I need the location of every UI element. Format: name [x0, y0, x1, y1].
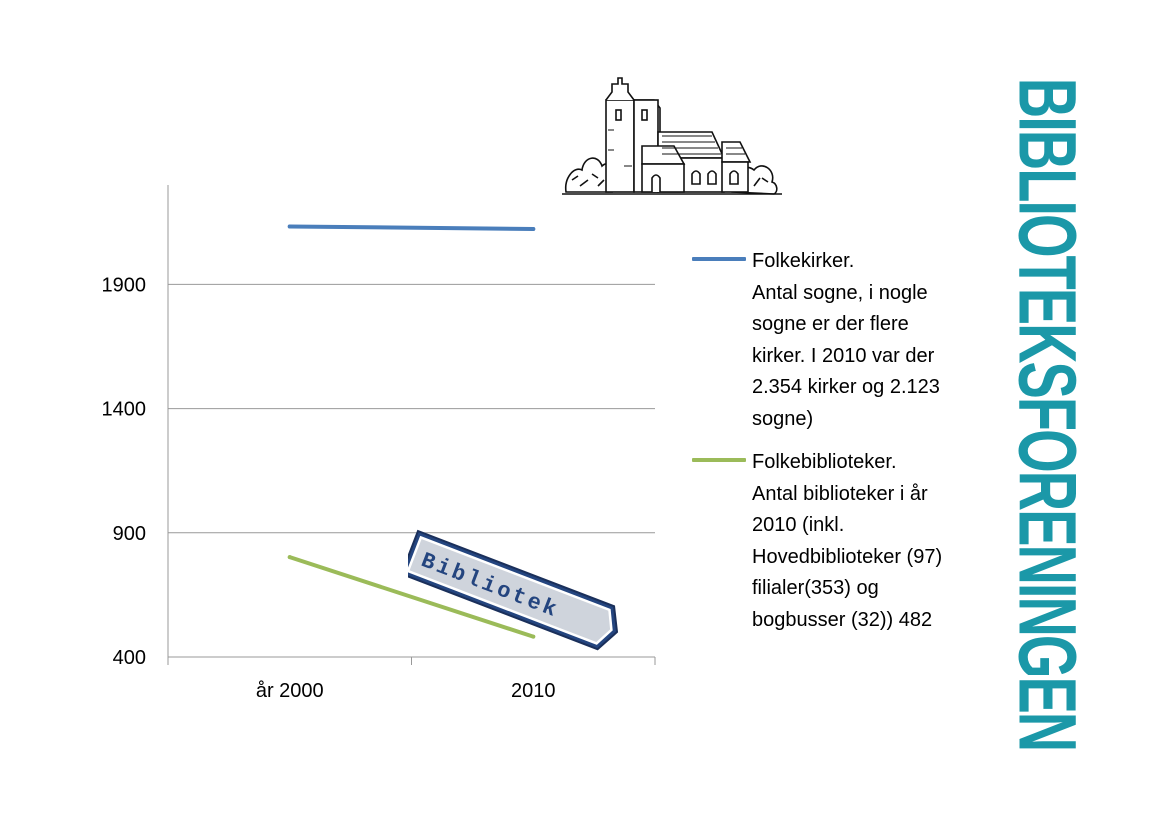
y-tick-label: 400	[113, 647, 146, 669]
legend-label-folkekirker: Folkekirker. Antal sogne, i nogle sogne …	[752, 250, 940, 430]
y-tick-label: 1400	[102, 399, 147, 421]
y-tick-label: 1900	[102, 274, 147, 296]
brand-logo: BIBLIOTEKSFORENINGEN	[1002, 36, 1094, 792]
series-line-1	[287, 555, 536, 639]
x-tick-label: 2010	[511, 680, 556, 702]
data-point	[531, 634, 536, 639]
legend-item-folkekirker: Folkekirker. Antal sogne, i nogle sogne …	[692, 246, 992, 435]
brand-logo-text: BIBLIOTEKSFORENINGEN	[1002, 77, 1094, 751]
legend-label-folkebiblioteker: Folkebiblioteker. Antal biblioteker i år…	[752, 451, 943, 631]
legend-swatch-folkekirker	[692, 257, 746, 261]
legend-swatch-folkebiblioteker	[692, 458, 746, 462]
chart-legend: Folkekirker. Antal sogne, i nogle sogne …	[692, 246, 992, 648]
data-point	[531, 226, 536, 231]
series-line-0	[287, 224, 536, 231]
data-point	[287, 555, 292, 560]
bibliotek-sign: Bibliotek	[408, 529, 619, 651]
x-tick-label: år 2000	[256, 680, 324, 702]
legend-item-folkebiblioteker: Folkebiblioteker. Antal biblioteker i år…	[692, 447, 992, 636]
data-point	[287, 224, 292, 229]
y-tick-label: 900	[113, 523, 146, 545]
church-illustration	[562, 77, 782, 195]
